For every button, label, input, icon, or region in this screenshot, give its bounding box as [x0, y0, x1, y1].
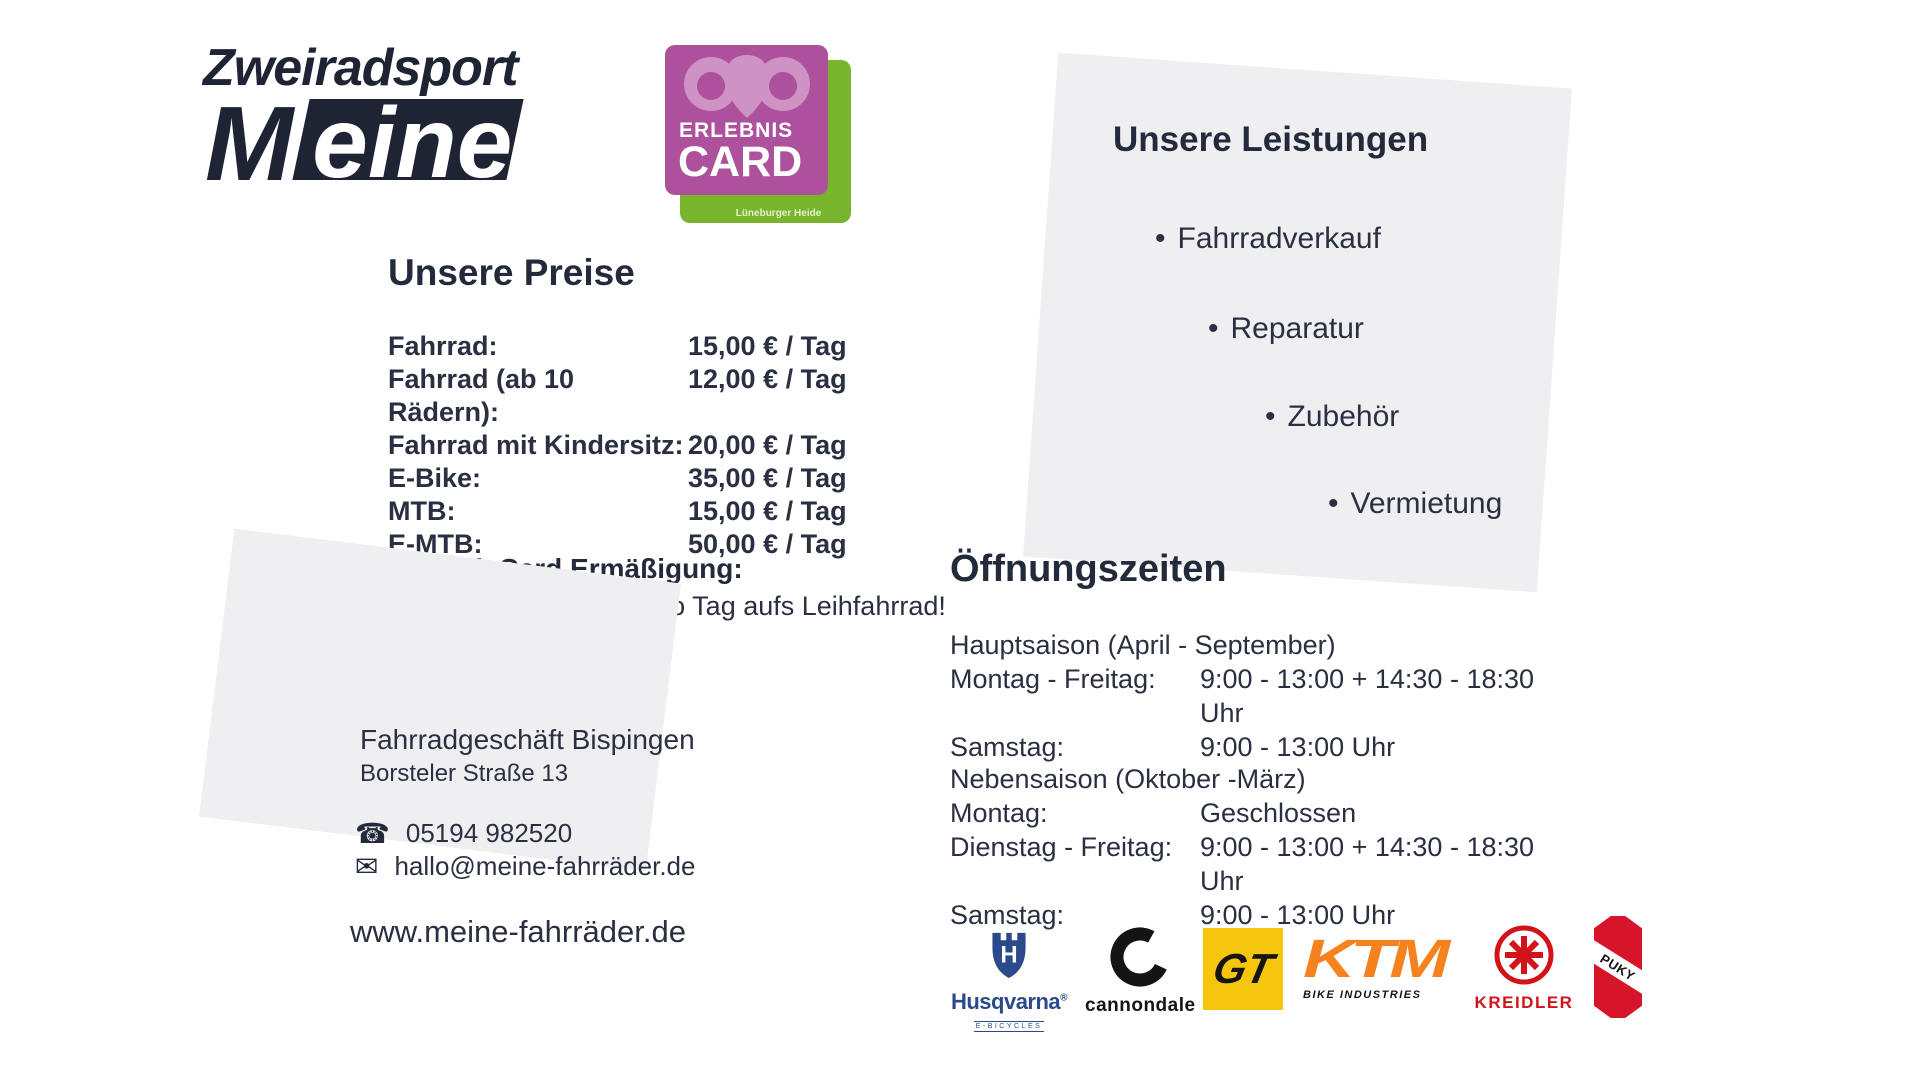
erlebniscard-logo: Lüneburger Heide ERLEBNIS CARD — [665, 45, 851, 225]
gt-logo: GT — [1203, 928, 1283, 1010]
ktm-sub-label: BIKE INDUSTRIES — [1303, 989, 1422, 1001]
puky-stripe: PUKY — [1594, 939, 1642, 995]
ktm-logo: KTM BIKE INDUSTRIES — [1303, 929, 1468, 1001]
logo-meine-eine: eine — [312, 87, 513, 199]
prices-table: Fahrrad: 15,00 € / Tag Fahrrad (ab 10 Rä… — [388, 330, 868, 561]
puky-logo: PUKY — [1594, 916, 1642, 1018]
service-item: • Reparatur — [1208, 312, 1364, 346]
hours-time: 9:00 - 13:00 + 14:30 - 18:30 Uhr — [1200, 832, 1535, 896]
phone-number: 05194 982520 — [405, 818, 573, 848]
erlebniscard-title-line2: CARD — [678, 138, 803, 186]
hours-day: Dienstag - Freitag: — [950, 832, 1173, 862]
hours-day: Samstag: — [950, 732, 1065, 762]
hours-day: Montag: — [950, 798, 1048, 828]
price-row: Fahrrad mit Kindersitz: 20,00 € / Tag — [388, 429, 868, 462]
bullet-icon: • — [1208, 312, 1219, 345]
price-label: E-Bike: — [388, 463, 482, 493]
email-address: hallo@meine-fahrräder.de — [394, 851, 696, 881]
hours-title: Öffnungszeiten — [950, 548, 1227, 590]
hours-day: Montag - Freitag: — [950, 664, 1156, 694]
erlebniscard-purple-card: ERLEBNIS CARD — [665, 45, 828, 195]
logo-zweiradsport: Zweiradsport — [203, 39, 518, 97]
erlebniscard-title-line1: ERLEBNIS — [679, 119, 794, 142]
kreidler-logo: KREIDLER — [1465, 924, 1583, 1013]
husqvarna-sub-label: E-BICYCLES — [973, 1021, 1045, 1032]
bullet-icon: • — [1328, 487, 1339, 520]
svg-text:H: H — [1000, 941, 1017, 968]
price-value: 12,00 € / Tag — [688, 364, 847, 394]
price-row: MTB: 15,00 € / Tag — [388, 495, 868, 528]
hours-main-season: Hauptsaison (April - September) Montag -… — [950, 628, 1570, 764]
kreidler-spoke-icon — [1494, 925, 1554, 985]
hours-row: Dienstag - Freitag: 9:00 - 13:00 + 14:30… — [950, 830, 1570, 898]
services-title: Unsere Leistungen — [1113, 120, 1429, 159]
shop-name: Fahrradgeschäft Bispingen — [360, 724, 695, 755]
service-item: • Zubehör — [1265, 400, 1399, 434]
hours-time: 9:00 - 13:00 Uhr — [1200, 900, 1396, 930]
puky-wordmark: PUKY — [1597, 950, 1639, 984]
email-row: ✉ hallo@meine-fahrräder.de — [355, 851, 695, 882]
hours-row: Samstag: 9:00 - 13:00 Uhr — [950, 730, 1570, 764]
service-item: • Vermietung — [1328, 487, 1502, 521]
kreidler-wordmark: KREIDLER — [1474, 993, 1574, 1012]
cannondale-wordmark: cannondale — [1085, 995, 1196, 1016]
price-label: Fahrrad (ab 10 Rädern): — [388, 364, 575, 427]
season-title: Nebensaison (Oktober -März) — [950, 764, 1306, 794]
price-value: 15,00 € / Tag — [688, 496, 847, 526]
price-row: E-Bike: 35,00 € / Tag — [388, 462, 868, 495]
gt-wordmark: GT — [1208, 945, 1278, 992]
website-url: www.meine-fahrräder.de — [350, 914, 686, 949]
shop-street: Borsteler Straße 13 — [360, 760, 569, 787]
hours-time: 9:00 - 13:00 + 14:30 - 18:30 Uhr — [1200, 664, 1535, 728]
price-value: 50,00 € / Tag — [688, 529, 847, 559]
service-label: Reparatur — [1230, 312, 1364, 345]
hours-off-season: Nebensaison (Oktober -März) Montag: Gesc… — [950, 762, 1570, 932]
service-label: Zubehör — [1287, 400, 1400, 433]
hours-row: Samstag: 9:00 - 13:00 Uhr — [950, 898, 1570, 932]
price-label: Fahrrad: — [388, 331, 498, 361]
hours-time: 9:00 - 13:00 Uhr — [1200, 732, 1396, 762]
service-label: Vermietung — [1350, 487, 1503, 520]
husqvarna-logo: H Husqvarna® E-BICYCLES — [950, 928, 1068, 1033]
ram-head-icon — [684, 55, 810, 118]
bullet-icon: • — [1265, 400, 1276, 433]
hours-row: Montag: Geschlossen — [950, 796, 1570, 830]
logo-meine: M eine — [205, 87, 524, 199]
price-value: 35,00 € / Tag — [688, 463, 847, 493]
bullet-icon: • — [1155, 222, 1166, 255]
hours-row: Montag - Freitag: 9:00 - 13:00 + 14:30 -… — [950, 662, 1570, 730]
husqvarna-crown-icon: H — [992, 932, 1026, 978]
price-value: 15,00 € / Tag — [688, 331, 847, 361]
phone-icon: ☎ — [355, 816, 390, 850]
ktm-wordmark: KTM — [1303, 929, 1450, 989]
price-value: 20,00 € / Tag — [688, 430, 847, 460]
service-label: Fahrradverkauf — [1177, 222, 1381, 255]
prices-title: Unsere Preise — [388, 252, 635, 293]
price-row: Fahrrad (ab 10 Rädern): 12,00 € / Tag — [388, 363, 868, 429]
logo-meine-box: eine — [292, 87, 524, 199]
price-label: MTB: — [388, 496, 456, 526]
hours-day: Samstag: — [950, 900, 1065, 930]
envelope-icon: ✉ — [355, 849, 379, 883]
service-item: • Fahrradverkauf — [1155, 222, 1381, 256]
cannondale-logo: cannondale — [1085, 926, 1195, 1017]
season-title: Hauptsaison (April - September) — [950, 630, 1336, 660]
logo-meine-m: M — [205, 85, 294, 203]
registered-mark: ® — [1060, 992, 1068, 1004]
hours-time: Geschlossen — [1200, 798, 1357, 828]
erlebniscard-region-label: Lüneburger Heide — [735, 208, 822, 219]
husqvarna-wordmark: Husqvarna® — [950, 989, 1068, 1014]
phone-row: ☎ 05194 982520 — [355, 818, 572, 849]
price-label: Fahrrad mit Kindersitz: — [388, 430, 684, 460]
cannondale-c-icon — [1110, 927, 1170, 987]
price-row: Fahrrad: 15,00 € / Tag — [388, 330, 868, 363]
